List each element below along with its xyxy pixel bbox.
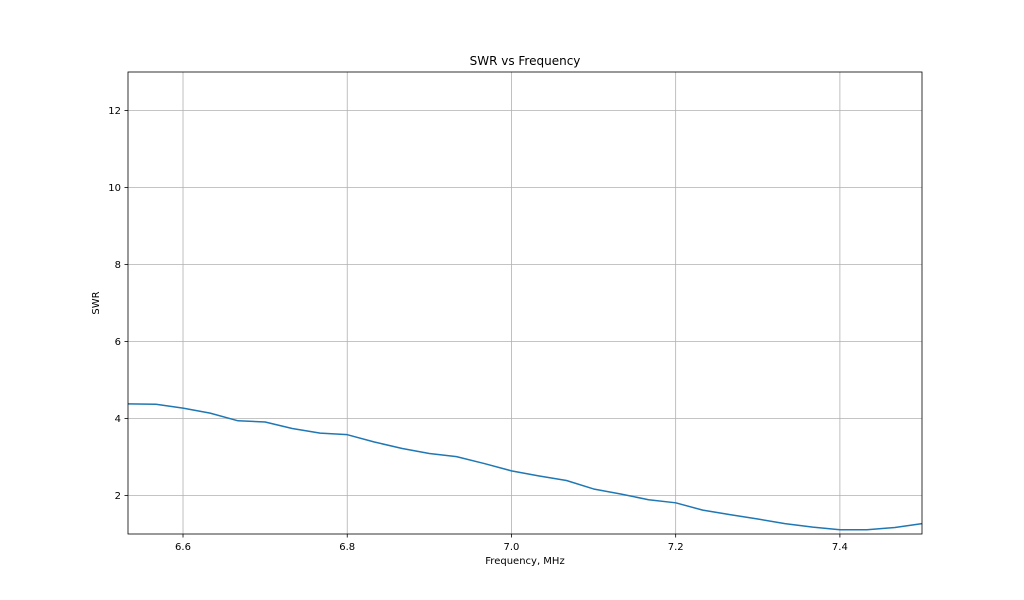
y-tick-label: 12 — [108, 106, 121, 117]
chart-title: SWR vs Frequency — [470, 54, 581, 68]
series-layer — [127, 403, 923, 531]
x-tick-label: 7.0 — [503, 542, 519, 553]
x-axis-title: Frequency, MHz — [485, 556, 564, 567]
y-axis-title: SWR — [91, 291, 102, 314]
x-tick-label: 7.4 — [832, 542, 848, 553]
x-tick-label: 7.2 — [668, 542, 684, 553]
x-tick-label: 6.6 — [175, 542, 191, 553]
y-tick-label: 4 — [115, 414, 121, 425]
plot-area-frame — [127, 71, 923, 535]
x-tick-label: 6.8 — [339, 542, 355, 553]
axis-ticks: 6.6 6.8 7.0 7.2 7.4 2 4 6 8 10 12 — [108, 106, 848, 553]
grid-lines — [128, 72, 922, 534]
y-tick-label: 2 — [115, 491, 121, 502]
y-tick-label: 8 — [115, 260, 121, 271]
swr-series-line — [127, 403, 923, 531]
y-tick-label: 6 — [115, 337, 121, 348]
y-tick-label: 10 — [108, 183, 121, 194]
